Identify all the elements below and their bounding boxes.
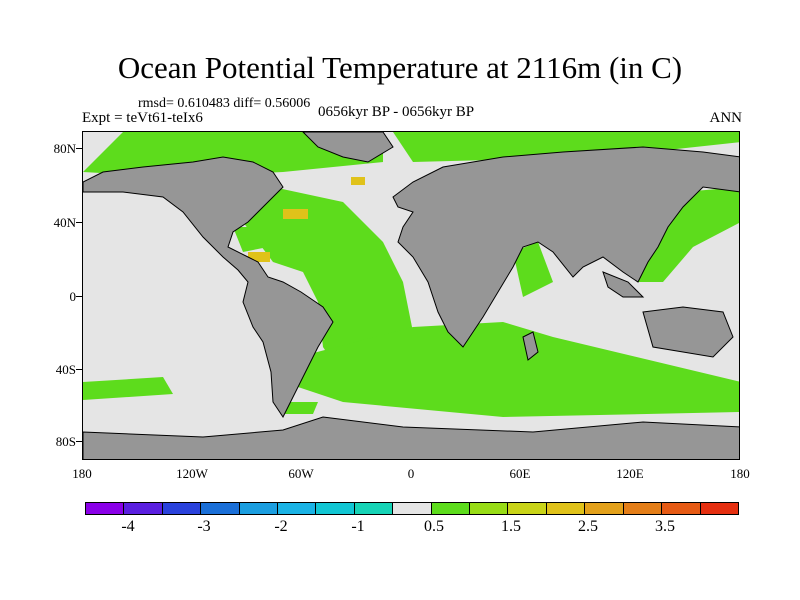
colorbar-cell — [278, 503, 317, 514]
colorbar-cell — [623, 503, 663, 514]
y-tick — [76, 369, 82, 370]
rmsd-diff-label: rmsd= 0.610483 diff= 0.56006 — [138, 96, 311, 111]
colorbar-cell — [431, 503, 471, 514]
y-label-40n: 40N — [53, 215, 76, 230]
y-tick — [76, 222, 82, 223]
colorbar-label: 0.5 — [424, 518, 444, 535]
y-label-80n: 80N — [53, 141, 76, 156]
y-tick — [76, 148, 82, 149]
y-tick — [76, 441, 82, 442]
colorbar-cell — [662, 503, 701, 514]
x-label-60w: 60W — [288, 466, 314, 481]
colorbar-label: 3.5 — [655, 518, 675, 535]
plot-title: Ocean Potential Temperature at 2116m (in… — [117, 50, 683, 85]
x-label-0: 0 — [407, 466, 415, 481]
colorbar-label: 2.5 — [578, 518, 598, 535]
colorbar-cell — [239, 503, 279, 514]
y-label-80s: 80S — [55, 434, 76, 449]
colorbar — [85, 502, 739, 515]
x-label-180e: 180 — [730, 466, 750, 481]
y-label-40s: 40S — [55, 362, 76, 377]
colorbar-cell — [124, 503, 163, 514]
colorbar-cell — [201, 503, 240, 514]
colorbar-cell — [316, 503, 355, 514]
colorbar-cell — [393, 503, 432, 514]
x-label-180w: 180 — [72, 466, 92, 481]
season-label: ANN — [709, 110, 743, 126]
map-panel — [82, 131, 740, 460]
colorbar-cell — [470, 503, 509, 514]
world-map — [83, 132, 739, 459]
colorbar-cell — [354, 503, 394, 514]
colorbar-label: -1 — [351, 518, 365, 535]
x-label-120e: 120E — [616, 466, 644, 481]
land-masses — [83, 132, 739, 459]
colorbar-cell — [86, 503, 125, 514]
colorbar-label: -4 — [121, 518, 135, 535]
anomaly-regions — [83, 132, 739, 417]
colorbar-cell — [508, 503, 547, 514]
colorbar-label: 1.5 — [501, 518, 521, 535]
y-label-0: 0 — [69, 289, 77, 304]
period-label: 0656kyr BP - 0656kyr BP — [318, 104, 475, 120]
x-label-120w: 120W — [176, 466, 208, 481]
colorbar-cell — [585, 503, 624, 514]
y-tick — [76, 296, 82, 297]
colorbar-cell — [162, 503, 202, 514]
experiment-label: Expt = teVt61-teIx6 — [82, 110, 203, 126]
colorbar-label: -3 — [197, 518, 211, 535]
colorbar-cell — [546, 503, 586, 514]
colorbar-cell — [700, 503, 738, 514]
x-label-60e: 60E — [509, 466, 531, 481]
colorbar-label: -2 — [274, 518, 288, 535]
